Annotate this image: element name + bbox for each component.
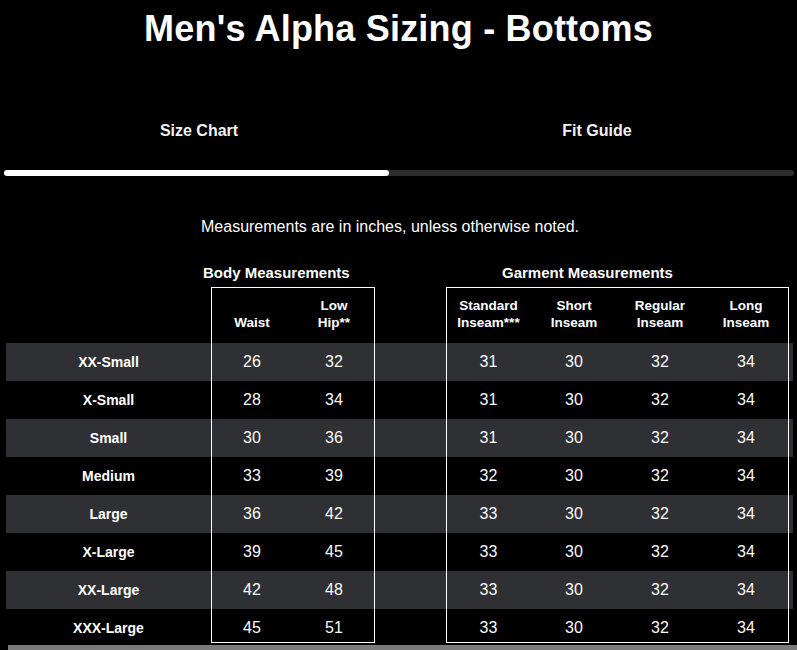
table-row: Medium333932303234 xyxy=(6,457,793,495)
garment-measurements-label: Garment Measurements xyxy=(502,264,673,281)
long-inseam-value: 34 xyxy=(703,505,789,523)
regular-inseam-value: 32 xyxy=(617,581,703,599)
size-name: Large xyxy=(6,506,211,522)
tab-fit-guide[interactable]: Fit Guide xyxy=(398,122,796,148)
tab-size-chart[interactable]: Size Chart xyxy=(0,122,398,148)
waist-value: 45 xyxy=(211,619,293,637)
standard-inseam-value: 33 xyxy=(446,505,531,523)
column-header-standard-inseam: Standard Inseam*** xyxy=(446,297,531,343)
table-row: X-Large3945 33303234 xyxy=(6,533,793,571)
regular-inseam-value: 32 xyxy=(617,429,703,447)
column-header-long-inseam: Long Inseam xyxy=(703,297,789,343)
size-name: XX-Large xyxy=(6,582,211,598)
regular-inseam-value: 32 xyxy=(617,467,703,485)
long-inseam-value: 34 xyxy=(703,619,789,637)
long-inseam-value: 34 xyxy=(703,543,789,561)
size-name: X-Small xyxy=(6,392,211,408)
standard-inseam-value: 33 xyxy=(446,543,531,561)
short-inseam-value: 30 xyxy=(531,391,617,409)
waist-value: 36 xyxy=(211,505,293,523)
standard-inseam-value: 31 xyxy=(446,391,531,409)
waist-value: 42 xyxy=(211,581,293,599)
regular-inseam-value: 32 xyxy=(617,353,703,371)
body-measurements-label: Body Measurements xyxy=(203,264,350,281)
column-header-short-inseam: Short Inseam xyxy=(531,297,617,343)
standard-inseam-value: 32 xyxy=(446,467,531,485)
measurement-units-note: Measurements are in inches, unless other… xyxy=(201,218,579,236)
column-header-waist: Waist xyxy=(211,314,293,343)
regular-inseam-value: 32 xyxy=(617,619,703,637)
long-inseam-value: 34 xyxy=(703,467,789,485)
table-row: XXX-Large4551 33303234 xyxy=(6,609,793,644)
low-hip-value: 45 xyxy=(293,543,375,561)
low-hip-value: 48 xyxy=(293,581,375,599)
tab-underline-active-indicator xyxy=(4,170,389,176)
table-row: X-Small283431303234 xyxy=(6,381,793,419)
low-hip-value: 34 xyxy=(293,391,375,409)
regular-inseam-value: 32 xyxy=(617,505,703,523)
long-inseam-value: 34 xyxy=(703,429,789,447)
low-hip-value: 51 xyxy=(293,619,375,637)
table-row: XX-Small263231303234 xyxy=(6,343,793,381)
size-name: Medium xyxy=(6,468,211,484)
short-inseam-value: 30 xyxy=(531,543,617,561)
short-inseam-value: 30 xyxy=(531,353,617,371)
low-hip-value: 32 xyxy=(293,353,375,371)
size-table: WaistLow Hip** Standard Inseam***Short In… xyxy=(0,287,797,644)
standard-inseam-value: 31 xyxy=(446,429,531,447)
tab-bar: Size Chart Fit Guide xyxy=(0,122,797,148)
table-row: Large3642 33303234 xyxy=(6,495,793,533)
table-row: Small303631303234 xyxy=(6,419,793,457)
horizontal-scrollbar[interactable] xyxy=(8,645,797,650)
short-inseam-value: 30 xyxy=(531,581,617,599)
header-gap xyxy=(375,332,446,343)
header-spacer xyxy=(6,332,211,343)
long-inseam-value: 34 xyxy=(703,353,789,371)
standard-inseam-value: 31 xyxy=(446,353,531,371)
column-header-regular-inseam: Regular Inseam xyxy=(617,297,703,343)
regular-inseam-value: 32 xyxy=(617,391,703,409)
low-hip-value: 39 xyxy=(293,467,375,485)
waist-value: 26 xyxy=(211,353,293,371)
low-hip-value: 42 xyxy=(293,505,375,523)
waist-value: 39 xyxy=(211,543,293,561)
table-row: XX-Large4248 33303234 xyxy=(6,571,793,609)
table-body: XX-Small263231303234X-Small283431303234S… xyxy=(0,343,797,644)
table-header-row: WaistLow Hip** Standard Inseam***Short In… xyxy=(6,287,793,343)
short-inseam-value: 30 xyxy=(531,429,617,447)
size-name: Small xyxy=(6,430,211,446)
size-name: X-Large xyxy=(6,544,211,560)
long-inseam-value: 34 xyxy=(703,581,789,599)
short-inseam-value: 30 xyxy=(531,619,617,637)
column-header-low-hip: Low Hip** xyxy=(293,297,375,343)
short-inseam-value: 30 xyxy=(531,505,617,523)
waist-value: 33 xyxy=(211,467,293,485)
regular-inseam-value: 32 xyxy=(617,543,703,561)
waist-value: 30 xyxy=(211,429,293,447)
standard-inseam-value: 33 xyxy=(446,581,531,599)
long-inseam-value: 34 xyxy=(703,391,789,409)
size-name: XX-Small xyxy=(6,354,211,370)
standard-inseam-value: 33 xyxy=(446,619,531,637)
size-chart-page: Men's Alpha Sizing - Bottoms Size Chart … xyxy=(0,0,797,650)
low-hip-value: 36 xyxy=(293,429,375,447)
short-inseam-value: 30 xyxy=(531,467,617,485)
size-name: XXX-Large xyxy=(6,620,211,636)
page-title: Men's Alpha Sizing - Bottoms xyxy=(0,8,797,50)
waist-value: 28 xyxy=(211,391,293,409)
